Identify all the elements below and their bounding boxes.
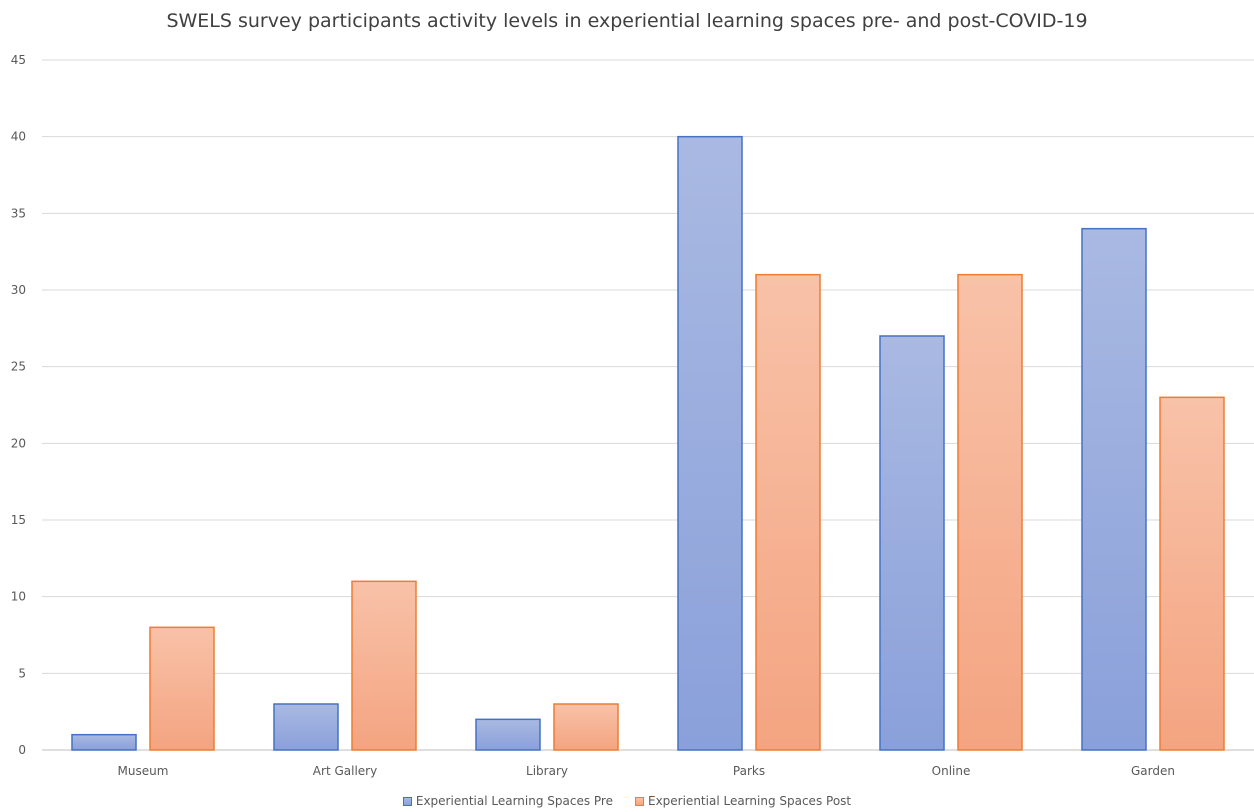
legend-swatch-post	[634, 796, 644, 806]
bar-parks-post	[755, 273, 821, 751]
bar-garden-pre	[1081, 227, 1147, 751]
legend-item-pre: Experiential Learning Spaces Pre	[402, 794, 613, 808]
bar-museum-post	[149, 626, 215, 751]
bar-chart: 0 5 10 15 20 25 30 35 40 45 Museum Art Gallery Libr…	[11, 53, 1254, 778]
y-tick-label: 25	[11, 360, 26, 374]
bar-online-pre	[879, 335, 945, 751]
legend: Experiential Learning Spaces Pre Experie…	[0, 794, 1254, 808]
bar-library-post	[553, 703, 619, 751]
bar-art-gallery-pre	[273, 703, 339, 751]
x-tick-label: Museum	[118, 764, 169, 778]
legend-item-post: Experiential Learning Spaces Post	[634, 794, 852, 808]
y-axis-ticks: 0 5 10 15 20 25 30 35 40 45	[11, 53, 26, 757]
x-tick-label: Art Gallery	[313, 764, 377, 778]
y-tick-label: 35	[11, 206, 26, 220]
y-tick-label: 5	[18, 666, 26, 680]
y-tick-label: 20	[11, 436, 26, 450]
bar-museum-pre	[71, 733, 137, 751]
bar-art-gallery-post	[351, 580, 417, 751]
gridlines	[42, 59, 1254, 751]
bar-parks-pre	[677, 135, 743, 751]
x-tick-label: Parks	[733, 764, 765, 778]
bar-garden-post	[1159, 396, 1225, 751]
x-tick-label: Online	[932, 764, 971, 778]
bar-online-post	[957, 273, 1023, 751]
bars	[71, 135, 1225, 751]
y-tick-label: 45	[11, 53, 26, 67]
x-tick-label: Library	[526, 764, 568, 778]
x-axis-ticks: Museum Art Gallery Library Parks Online Garde…	[118, 764, 1175, 778]
y-tick-label: 10	[11, 590, 26, 604]
y-tick-label: 0	[18, 743, 26, 757]
legend-label-pre: Experiential Learning Spaces Pre	[415, 794, 613, 808]
y-tick-label: 40	[11, 130, 26, 144]
chart-title: SWELS survey participants activity level…	[166, 10, 1088, 32]
bar-library-pre	[475, 718, 541, 751]
legend-label-post: Experiential Learning Spaces Post	[647, 794, 852, 808]
x-tick-label: Garden	[1131, 764, 1175, 778]
y-tick-label: 15	[11, 513, 26, 527]
legend-swatch-pre	[402, 796, 412, 806]
y-tick-label: 30	[11, 283, 26, 297]
